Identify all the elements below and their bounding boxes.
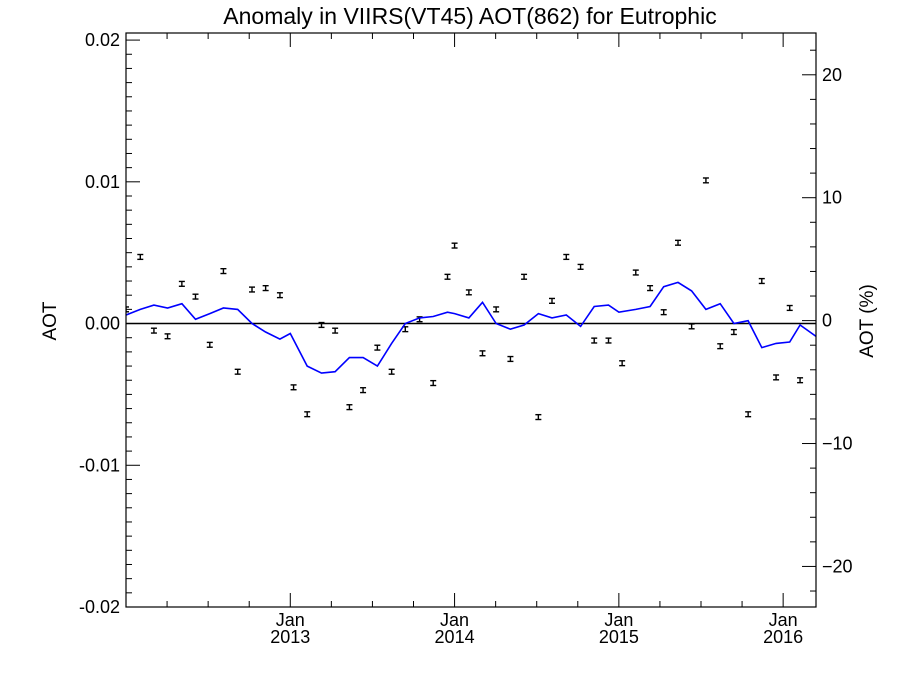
data-point xyxy=(745,411,752,418)
x-tick-month: Jan xyxy=(440,610,469,630)
x-tick-year: 2015 xyxy=(599,627,639,647)
y2-tick-label: 20 xyxy=(822,65,842,85)
chart-title: Anomaly in VIIRS(VT45) AOT(862) for Eutr… xyxy=(223,3,716,29)
y2-axis-label: AOT (%) xyxy=(857,284,878,358)
data-point xyxy=(675,239,681,246)
x-tick-year: 2016 xyxy=(763,627,803,647)
y-tick-label: -0.01 xyxy=(79,455,120,475)
data-point xyxy=(647,284,654,292)
data-point xyxy=(360,387,367,394)
data-point xyxy=(758,277,765,285)
y-tick-label: 0.00 xyxy=(85,314,120,334)
data-point xyxy=(178,280,185,287)
data-point xyxy=(346,404,353,411)
data-point xyxy=(605,337,612,344)
data-point xyxy=(797,377,804,384)
x-tick-year: 2013 xyxy=(270,627,310,647)
data-point xyxy=(660,309,667,316)
data-point xyxy=(126,306,129,313)
data-point xyxy=(374,344,381,351)
y-tick-label: -0.02 xyxy=(79,597,120,617)
data-point xyxy=(521,273,528,280)
data-point xyxy=(150,327,157,334)
x-tick-month: Jan xyxy=(604,610,633,630)
data-point xyxy=(164,333,171,340)
data-point xyxy=(688,323,695,330)
data-point xyxy=(332,327,339,334)
data-point xyxy=(388,368,395,375)
data-point xyxy=(507,355,514,363)
y2-tick-label: −10 xyxy=(822,434,853,454)
data-point xyxy=(206,341,213,348)
data-point xyxy=(262,284,269,292)
x-tick-month: Jan xyxy=(769,610,798,630)
data-point xyxy=(773,374,780,381)
data-point xyxy=(702,177,709,184)
data-point xyxy=(632,269,639,276)
y2-tick-label: −20 xyxy=(822,556,853,576)
y2-tick-label: 10 xyxy=(822,188,842,208)
data-point xyxy=(304,411,311,418)
data-point xyxy=(563,253,570,261)
x-tick-month: Jan xyxy=(276,610,305,630)
data-marks xyxy=(126,177,816,421)
plot-area xyxy=(126,177,816,421)
data-point xyxy=(493,306,500,313)
series-line xyxy=(126,281,816,374)
x-tick-year: 2014 xyxy=(435,627,475,647)
data-point xyxy=(591,337,598,344)
data-point xyxy=(276,292,283,299)
data-point xyxy=(577,263,584,270)
data-point xyxy=(548,297,555,304)
data-point xyxy=(786,304,793,312)
data-point xyxy=(220,267,227,275)
axes: 0.020.010.00-0.01-0.0220100−10−20Jan2013… xyxy=(79,30,853,647)
data-point xyxy=(465,289,472,296)
data-point xyxy=(234,368,241,375)
data-point xyxy=(290,384,297,391)
data-point xyxy=(479,350,486,357)
data-point xyxy=(192,293,199,300)
data-point xyxy=(730,328,737,336)
data-point xyxy=(430,379,437,387)
y-tick-label: 0.02 xyxy=(85,30,120,50)
y-axis-label: AOT xyxy=(40,301,61,340)
data-point xyxy=(318,321,325,329)
data-point xyxy=(717,343,724,350)
data-point xyxy=(444,273,451,280)
y-tick-label: 0.01 xyxy=(85,172,120,192)
data-point xyxy=(137,253,144,261)
data-point xyxy=(535,413,542,421)
y2-tick-label: 0 xyxy=(822,311,832,331)
plot-frame xyxy=(125,32,817,608)
data-point xyxy=(619,360,626,367)
data-point xyxy=(451,242,458,249)
data-point xyxy=(249,286,256,293)
